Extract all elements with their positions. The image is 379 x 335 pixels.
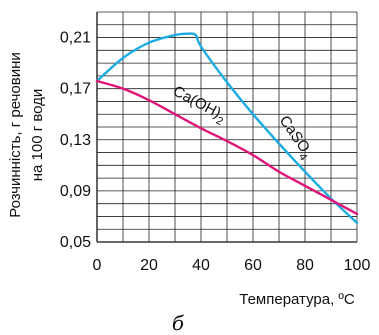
series-line-caoh2 bbox=[95, 79, 359, 216]
y-tick-label: 0,21 bbox=[60, 30, 91, 47]
x-tick-label: 100 bbox=[344, 257, 371, 274]
x-tick-label: 0 bbox=[93, 257, 102, 274]
y-axis-title: Розчинність, г речовини bbox=[7, 52, 24, 218]
y-tick-label: 0,13 bbox=[60, 132, 91, 149]
x-tick-label: 20 bbox=[140, 257, 158, 274]
x-tick-label: 80 bbox=[296, 257, 314, 274]
x-tick-label: 60 bbox=[244, 257, 262, 274]
series-label-caoh2: Ca(OH)2 bbox=[168, 83, 229, 129]
x-axis-title: Температура, ºC bbox=[239, 291, 355, 308]
y-tick-label: 0,17 bbox=[60, 81, 91, 98]
y-axis-title-line2: на 100 г води bbox=[29, 89, 46, 182]
panel-label: б bbox=[172, 311, 185, 335]
series-lines bbox=[95, 32, 359, 225]
tick-labels: 0 20 40 60 80 100 0,05 0,09 0,13 0,17 0,21 bbox=[60, 30, 371, 274]
series-line-caso4 bbox=[95, 32, 359, 225]
axes bbox=[96, 12, 357, 243]
x-tick-label: 40 bbox=[192, 257, 210, 274]
y-tick-label: 0,09 bbox=[60, 183, 91, 200]
y-tick-label: 0,05 bbox=[60, 234, 91, 251]
grid bbox=[96, 11, 358, 243]
